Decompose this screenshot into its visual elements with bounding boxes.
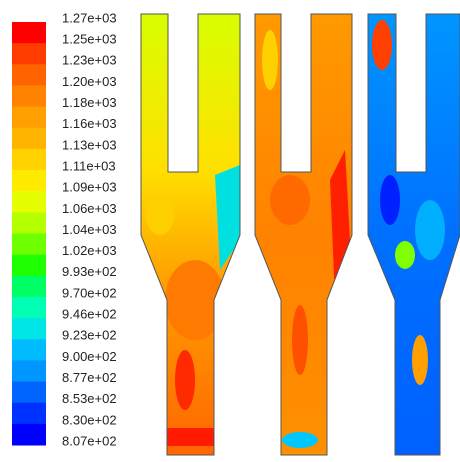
colorbar-label: 1.09e+03 — [62, 180, 117, 195]
color-band — [12, 382, 46, 404]
contour-figure: 1.27e+03 1.25e+03 1.23e+03 1.20e+03 1.18e+03… — [0, 0, 460, 457]
color-band — [12, 128, 46, 150]
color-band — [12, 403, 46, 425]
colorbar-label: 9.70e+02 — [62, 285, 117, 300]
color-band — [12, 149, 46, 171]
contour-panel-3 — [367, 10, 460, 457]
color-band — [12, 43, 46, 65]
color-band — [12, 234, 46, 256]
colorbar-label: 8.77e+02 — [62, 370, 117, 385]
colorbar-label: 8.07e+02 — [62, 433, 117, 448]
colorbar-label: 1.11e+03 — [62, 158, 116, 173]
colorbar-label: 1.16e+03 — [62, 116, 117, 131]
color-band — [12, 107, 46, 129]
colorbar-label: 1.25e+03 — [62, 32, 117, 47]
color-band — [12, 85, 46, 107]
colorbar-label: 1.02e+03 — [62, 243, 117, 258]
color-band — [12, 255, 46, 277]
colorbar-label: 1.23e+03 — [62, 53, 117, 68]
colorbar-label: 9.00e+02 — [62, 349, 117, 364]
contour-panel-2 — [254, 10, 354, 457]
colorbar-label: 1.18e+03 — [62, 95, 117, 110]
colorbar-label: 1.06e+03 — [62, 201, 117, 216]
colorbar-label: 1.27e+03 — [62, 10, 117, 25]
colorbar-label: 9.93e+02 — [62, 264, 117, 279]
contour-panel-1 — [140, 10, 242, 457]
color-band — [12, 64, 46, 86]
colorbar-label: 1.13e+03 — [62, 137, 117, 152]
color-band — [12, 191, 46, 213]
color-band — [12, 424, 46, 446]
colorbar-label: 9.46e+02 — [62, 307, 117, 322]
color-band — [12, 360, 46, 382]
color-band — [12, 212, 46, 234]
color-band — [12, 318, 46, 340]
colorbar-label: 8.53e+02 — [62, 391, 117, 406]
colorbar-label: 8.30e+02 — [62, 412, 117, 427]
colorbar: 1.27e+03 1.25e+03 1.23e+03 1.20e+03 1.18e+03… — [12, 10, 117, 448]
colorbar-label: 1.04e+03 — [62, 222, 117, 237]
colorbar-label: 1.20e+03 — [62, 74, 117, 89]
colorbar-label: 9.23e+02 — [62, 328, 117, 343]
color-band — [12, 339, 46, 361]
color-band — [12, 170, 46, 192]
color-band — [12, 297, 46, 319]
color-band — [12, 276, 46, 298]
color-band — [12, 22, 46, 44]
